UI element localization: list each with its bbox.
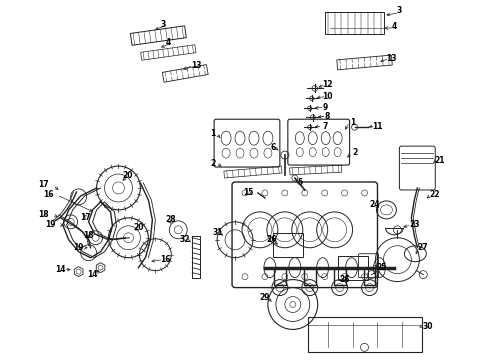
- Text: 4: 4: [392, 22, 397, 31]
- Bar: [162, 64, 208, 82]
- Text: 20: 20: [122, 171, 133, 180]
- Text: 18: 18: [39, 210, 49, 219]
- Text: 20: 20: [133, 223, 144, 232]
- Text: 3: 3: [397, 6, 402, 15]
- Text: 29: 29: [260, 293, 270, 302]
- Text: 16: 16: [44, 190, 54, 199]
- Text: 12: 12: [322, 80, 333, 89]
- Bar: [224, 166, 282, 178]
- Text: 3: 3: [161, 20, 166, 29]
- Text: 13: 13: [386, 54, 397, 63]
- Text: 13: 13: [191, 61, 201, 70]
- Bar: [325, 12, 385, 33]
- Text: 18: 18: [83, 231, 94, 240]
- Text: 26: 26: [267, 235, 277, 244]
- Text: 14: 14: [87, 270, 98, 279]
- Text: 1: 1: [211, 129, 216, 138]
- Text: 22: 22: [429, 190, 440, 199]
- Text: 32: 32: [180, 235, 191, 244]
- Text: 14: 14: [55, 265, 66, 274]
- Text: 31: 31: [213, 228, 223, 237]
- Bar: [141, 45, 196, 60]
- Bar: [308, 318, 422, 352]
- Text: 8: 8: [325, 112, 330, 121]
- Text: 15: 15: [243, 188, 253, 197]
- Text: 30: 30: [422, 322, 433, 331]
- Text: 2: 2: [211, 158, 216, 167]
- Text: 24: 24: [369, 201, 380, 210]
- Text: 5: 5: [297, 179, 302, 188]
- Bar: [290, 165, 342, 175]
- Text: 1: 1: [350, 118, 355, 127]
- Bar: [338, 256, 368, 280]
- Text: 17: 17: [39, 180, 49, 189]
- Text: 6: 6: [270, 143, 275, 152]
- Text: 16: 16: [160, 255, 171, 264]
- Text: 25: 25: [376, 263, 387, 272]
- Text: 11: 11: [372, 122, 383, 131]
- Text: 10: 10: [322, 92, 333, 101]
- Text: 2: 2: [352, 148, 357, 157]
- Text: 19: 19: [46, 220, 56, 229]
- Bar: [273, 233, 303, 257]
- Text: 21: 21: [434, 156, 444, 165]
- Bar: [337, 55, 392, 70]
- Text: 4: 4: [166, 38, 171, 47]
- Text: 17: 17: [80, 213, 91, 222]
- Text: 7: 7: [322, 122, 327, 131]
- Text: 27: 27: [417, 243, 428, 252]
- Bar: [130, 26, 186, 45]
- Text: 28: 28: [165, 215, 175, 224]
- Text: 23: 23: [409, 220, 419, 229]
- Text: 19: 19: [74, 243, 84, 252]
- Text: 26: 26: [340, 275, 350, 284]
- Text: 9: 9: [323, 103, 328, 112]
